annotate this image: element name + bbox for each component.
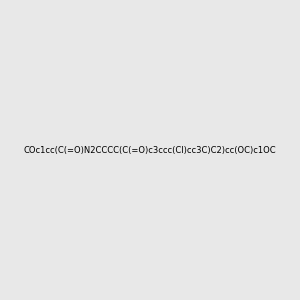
Text: COc1cc(C(=O)N2CCCC(C(=O)c3ccc(Cl)cc3C)C2)cc(OC)c1OC: COc1cc(C(=O)N2CCCC(C(=O)c3ccc(Cl)cc3C)C2… [24,146,276,154]
